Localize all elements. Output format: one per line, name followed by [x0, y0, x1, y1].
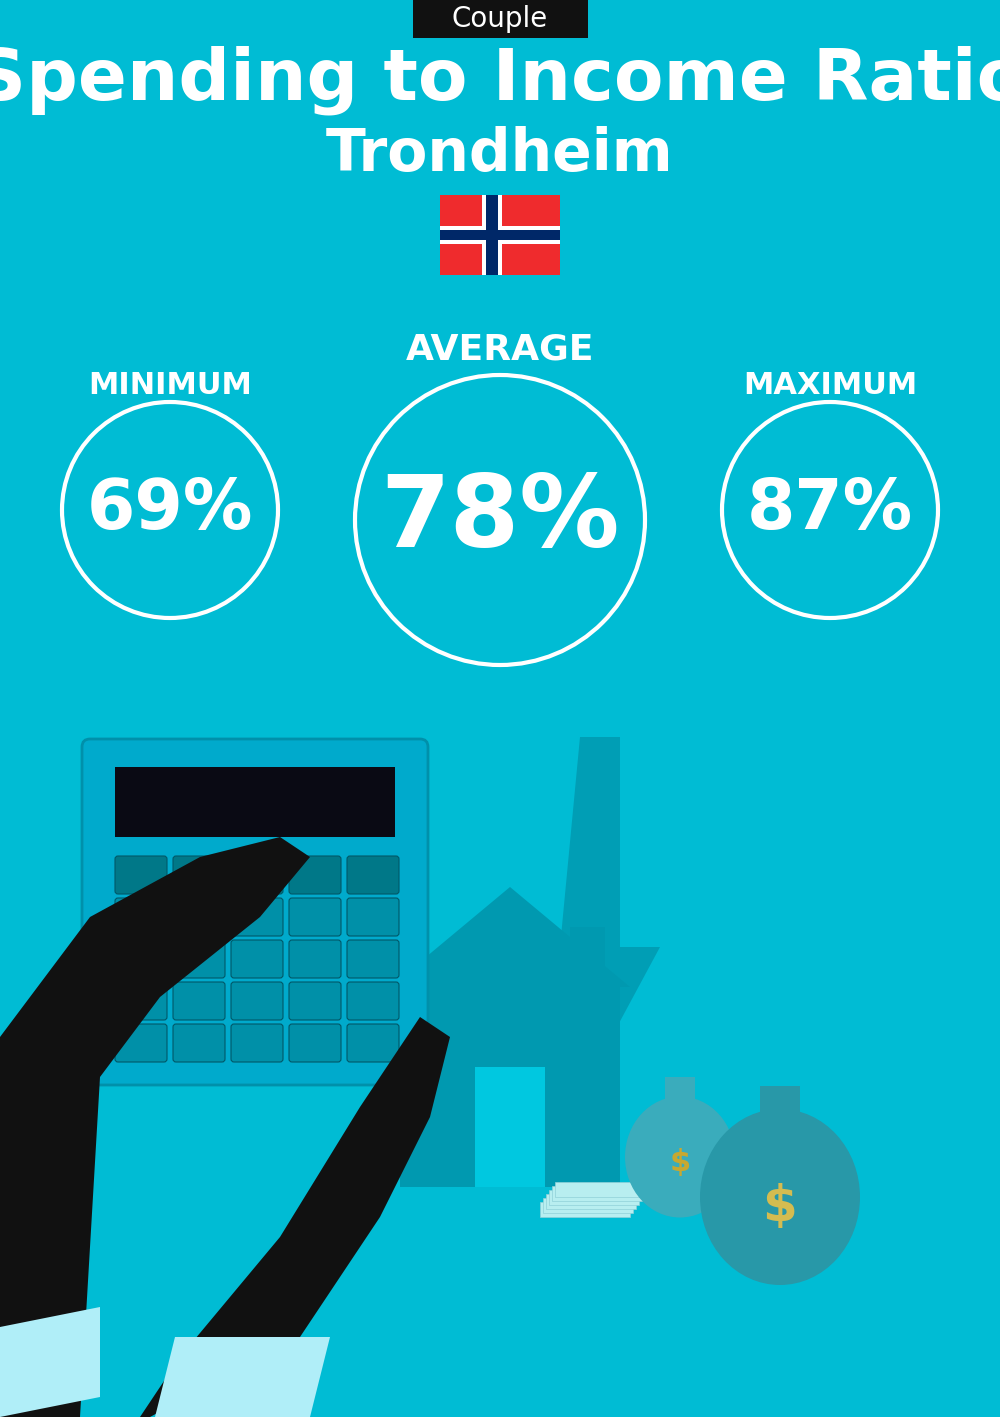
Bar [540, 1202, 630, 1217]
FancyBboxPatch shape [289, 982, 341, 1020]
Bar [555, 1182, 645, 1197]
Text: MINIMUM: MINIMUM [88, 370, 252, 400]
Polygon shape [0, 1306, 100, 1417]
FancyBboxPatch shape [173, 1024, 225, 1061]
Text: 87%: 87% [747, 476, 913, 544]
FancyBboxPatch shape [115, 1024, 167, 1061]
Polygon shape [155, 1338, 330, 1417]
FancyBboxPatch shape [347, 1024, 399, 1061]
FancyBboxPatch shape [115, 939, 167, 978]
Polygon shape [265, 837, 345, 1037]
FancyBboxPatch shape [82, 740, 428, 1085]
FancyBboxPatch shape [413, 0, 588, 38]
Bar [482, 196, 502, 275]
Bar [665, 1077, 695, 1102]
FancyBboxPatch shape [115, 982, 167, 1020]
FancyBboxPatch shape [231, 898, 283, 937]
FancyBboxPatch shape [115, 898, 167, 937]
Bar [440, 227, 560, 244]
Text: AVERAGE: AVERAGE [406, 333, 594, 367]
FancyBboxPatch shape [347, 856, 399, 894]
FancyBboxPatch shape [347, 898, 399, 937]
Bar [115, 767, 395, 837]
Ellipse shape [700, 1110, 860, 1285]
Bar [440, 230, 560, 241]
Bar [400, 988, 620, 1187]
Bar [760, 1085, 800, 1121]
FancyBboxPatch shape [231, 856, 283, 894]
Polygon shape [520, 737, 660, 1077]
Text: 69%: 69% [87, 476, 253, 544]
Text: Trondheim: Trondheim [326, 126, 674, 183]
Polygon shape [0, 837, 310, 1417]
FancyBboxPatch shape [289, 939, 341, 978]
FancyBboxPatch shape [173, 939, 225, 978]
Text: $: $ [669, 1148, 691, 1176]
FancyBboxPatch shape [347, 982, 399, 1020]
FancyBboxPatch shape [231, 939, 283, 978]
FancyBboxPatch shape [173, 856, 225, 894]
Polygon shape [280, 837, 420, 927]
Text: 78%: 78% [380, 472, 620, 568]
Bar [486, 196, 498, 275]
FancyBboxPatch shape [115, 856, 167, 894]
Bar [543, 1197, 633, 1213]
Polygon shape [140, 1017, 450, 1417]
Bar [546, 1195, 636, 1209]
Text: Spending to Income Ratio: Spending to Income Ratio [0, 45, 1000, 115]
Polygon shape [390, 887, 630, 988]
Text: $: $ [763, 1183, 797, 1231]
Bar [552, 1186, 642, 1202]
FancyBboxPatch shape [231, 1024, 283, 1061]
FancyBboxPatch shape [173, 898, 225, 937]
FancyBboxPatch shape [289, 898, 341, 937]
Ellipse shape [625, 1097, 735, 1217]
FancyBboxPatch shape [347, 939, 399, 978]
FancyBboxPatch shape [289, 856, 341, 894]
Bar [475, 1067, 545, 1187]
FancyBboxPatch shape [173, 982, 225, 1020]
Text: Couple: Couple [452, 6, 548, 33]
FancyBboxPatch shape [289, 1024, 341, 1061]
FancyBboxPatch shape [231, 982, 283, 1020]
Bar [570, 927, 605, 998]
Bar [549, 1190, 639, 1204]
Bar [440, 196, 560, 275]
Text: MAXIMUM: MAXIMUM [743, 370, 917, 400]
